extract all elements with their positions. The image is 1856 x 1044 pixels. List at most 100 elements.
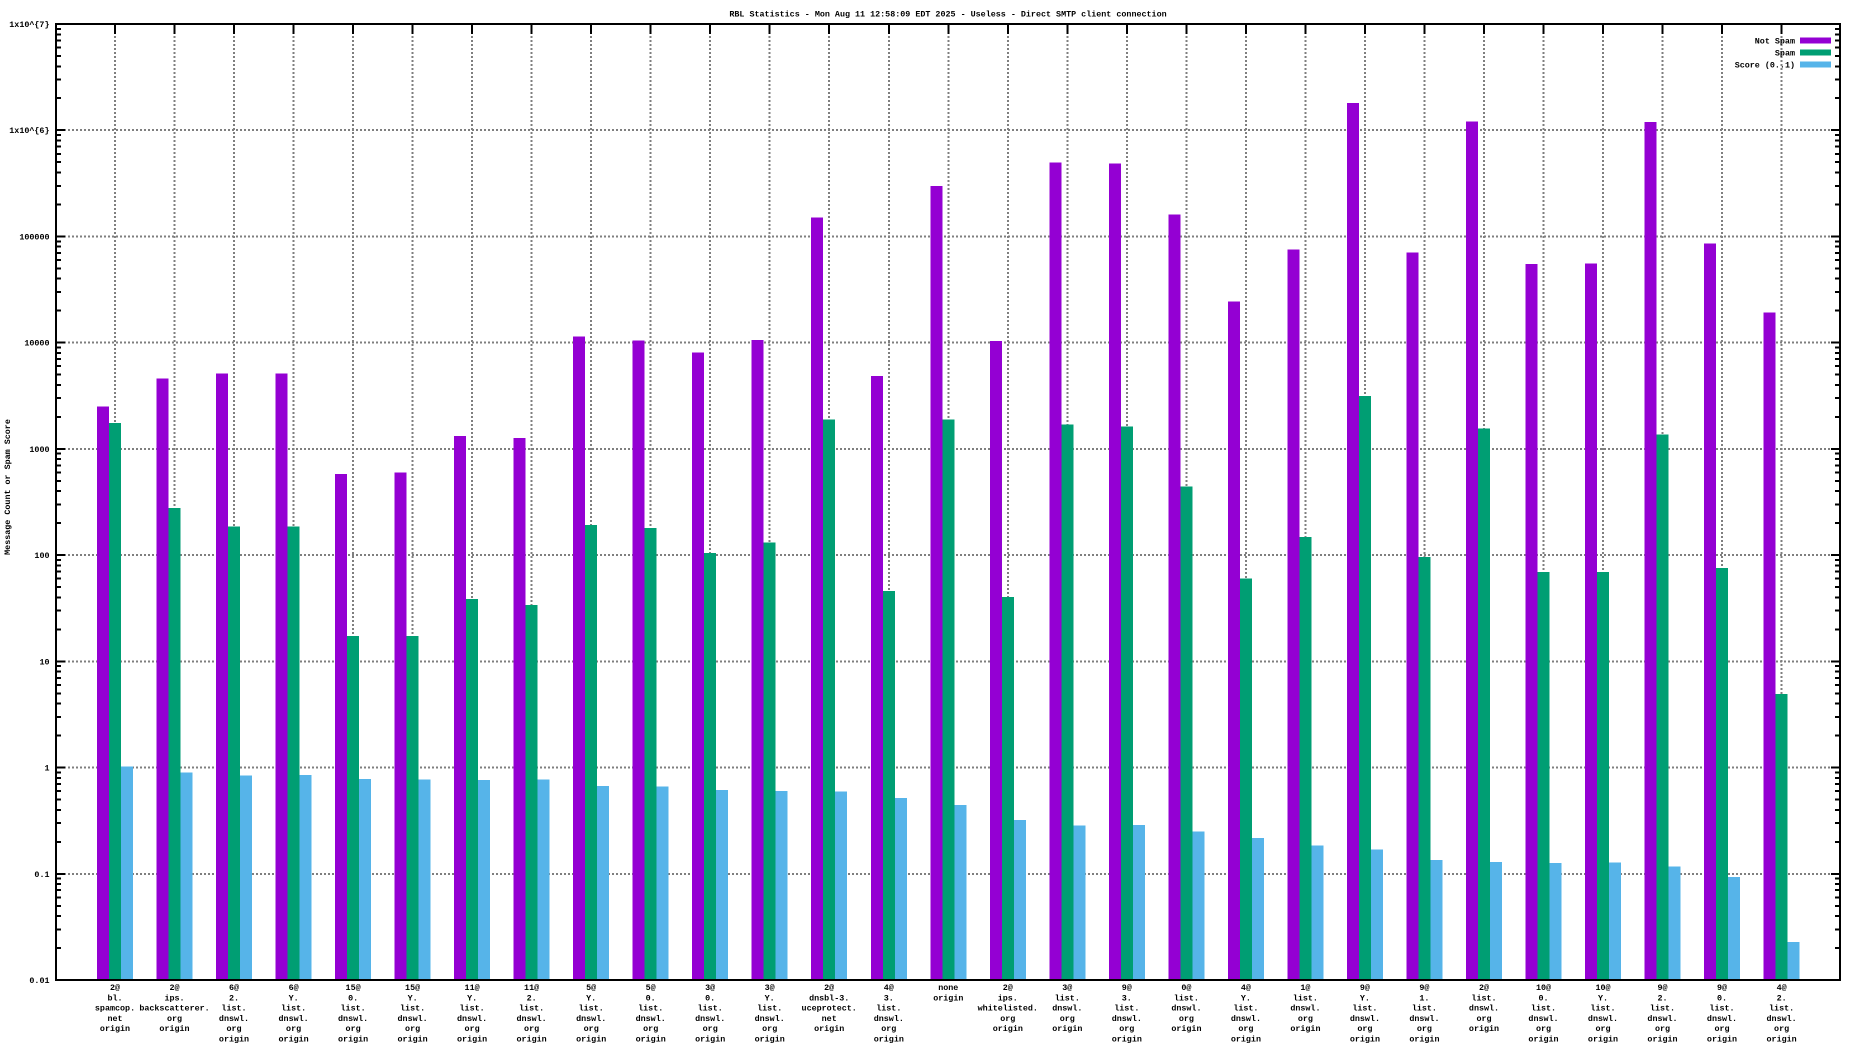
svg-text:dnswl.: dnswl. xyxy=(1528,1014,1558,1024)
svg-text:origin: origin xyxy=(755,1035,785,1044)
svg-text:list.: list. xyxy=(519,1004,544,1014)
svg-text:list.: list. xyxy=(1471,994,1496,1004)
svg-text:origin: origin xyxy=(1588,1035,1618,1044)
svg-text:Message Count or Spam Score: Message Count or Spam Score xyxy=(3,419,13,555)
svg-text:dnswl.: dnswl. xyxy=(874,1014,904,1024)
svg-text:2@: 2@ xyxy=(824,983,834,993)
svg-text:org: org xyxy=(1774,1024,1789,1034)
svg-text:origin: origin xyxy=(1171,1024,1201,1034)
svg-text:Y.: Y. xyxy=(765,994,775,1004)
svg-text:org: org xyxy=(1060,1014,1075,1024)
svg-text:origin: origin xyxy=(100,1024,130,1034)
svg-text:org: org xyxy=(1536,1024,1551,1034)
svg-text:Y.: Y. xyxy=(1598,994,1608,1004)
svg-text:origin: origin xyxy=(576,1035,606,1044)
svg-text:list.: list. xyxy=(579,1004,604,1014)
svg-text:org: org xyxy=(405,1024,420,1034)
svg-text:dnswl.: dnswl. xyxy=(695,1014,725,1024)
svg-text:dnswl.: dnswl. xyxy=(1112,1014,1142,1024)
svg-text:0.1: 0.1 xyxy=(34,870,49,880)
svg-text:org: org xyxy=(1000,1014,1015,1024)
svg-text:15@: 15@ xyxy=(346,983,361,993)
svg-text:list.: list. xyxy=(1055,994,1080,1004)
svg-text:list.: list. xyxy=(1293,994,1318,1004)
svg-text:origin: origin xyxy=(398,1035,428,1044)
svg-text:org: org xyxy=(881,1024,896,1034)
svg-text:Y.: Y. xyxy=(586,994,596,1004)
svg-text:2@: 2@ xyxy=(1003,983,1013,993)
svg-text:org: org xyxy=(1595,1024,1610,1034)
svg-text:org: org xyxy=(167,1014,182,1024)
svg-text:6@: 6@ xyxy=(289,983,299,993)
svg-text:origin: origin xyxy=(695,1035,725,1044)
svg-text:dnswl.: dnswl. xyxy=(279,1014,309,1024)
svg-text:3@: 3@ xyxy=(705,983,715,993)
svg-text:list.: list. xyxy=(1174,994,1199,1004)
svg-text:dnswl.: dnswl. xyxy=(1588,1014,1618,1024)
svg-text:Y.: Y. xyxy=(1360,994,1370,1004)
svg-text:1: 1 xyxy=(44,764,49,774)
svg-text:org: org xyxy=(286,1024,301,1034)
svg-text:origin: origin xyxy=(1528,1035,1558,1044)
svg-text:dnswl.: dnswl. xyxy=(1767,1014,1797,1024)
svg-text:org: org xyxy=(1417,1024,1432,1034)
svg-text:origin: origin xyxy=(1350,1035,1380,1044)
svg-text:org: org xyxy=(762,1024,777,1034)
svg-text:origin: origin xyxy=(993,1024,1023,1034)
svg-text:uceprotect.: uceprotect. xyxy=(802,1004,857,1014)
svg-text:dnsbl-3.: dnsbl-3. xyxy=(809,994,849,1004)
svg-text:origin: origin xyxy=(1767,1035,1797,1044)
svg-text:origin: origin xyxy=(874,1035,904,1044)
svg-text:dnswl.: dnswl. xyxy=(1290,1004,1320,1014)
svg-text:list.: list. xyxy=(460,1004,485,1014)
svg-text:org: org xyxy=(1238,1024,1253,1034)
svg-text:9@: 9@ xyxy=(1657,983,1667,993)
svg-text:Score (0..1): Score (0..1) xyxy=(1735,61,1795,71)
svg-text:list.: list. xyxy=(876,1004,901,1014)
svg-text:origin: origin xyxy=(933,994,963,1004)
svg-text:0.01: 0.01 xyxy=(29,976,49,986)
svg-text:org: org xyxy=(1179,1014,1194,1024)
svg-text:origin: origin xyxy=(1290,1024,1320,1034)
svg-text:list.: list. xyxy=(1650,1004,1675,1014)
svg-text:10@: 10@ xyxy=(1595,983,1610,993)
svg-text:1x10^{7}: 1x10^{7} xyxy=(9,20,49,30)
svg-text:dnswl.: dnswl. xyxy=(1171,1004,1201,1014)
svg-text:list.: list. xyxy=(757,1004,782,1014)
svg-text:spamcop.: spamcop. xyxy=(95,1004,135,1014)
svg-text:origin: origin xyxy=(1707,1035,1737,1044)
svg-text:origin: origin xyxy=(1231,1035,1261,1044)
svg-text:dnswl.: dnswl. xyxy=(636,1014,666,1024)
svg-text:15@: 15@ xyxy=(405,983,420,993)
svg-text:11@: 11@ xyxy=(465,983,480,993)
svg-text:origin: origin xyxy=(457,1035,487,1044)
svg-text:5@: 5@ xyxy=(586,983,596,993)
svg-text:4@: 4@ xyxy=(1777,983,1787,993)
svg-text:dnswl.: dnswl. xyxy=(517,1014,547,1024)
svg-text:0.: 0. xyxy=(348,994,358,1004)
svg-text:2.: 2. xyxy=(1777,994,1787,1004)
svg-text:org: org xyxy=(584,1024,599,1034)
svg-text:list.: list. xyxy=(341,1004,366,1014)
svg-text:list.: list. xyxy=(1531,1004,1556,1014)
svg-text:dnswl.: dnswl. xyxy=(755,1014,785,1024)
svg-text:dnswl.: dnswl. xyxy=(1052,1004,1082,1014)
svg-text:list.: list. xyxy=(1590,1004,1615,1014)
svg-text:1.: 1. xyxy=(1419,994,1429,1004)
svg-text:list.: list. xyxy=(638,1004,663,1014)
svg-text:100: 100 xyxy=(34,551,49,561)
svg-text:6@: 6@ xyxy=(229,983,239,993)
svg-text:Not Spam: Not Spam xyxy=(1755,37,1795,47)
svg-text:Y.: Y. xyxy=(467,994,477,1004)
svg-text:Spam: Spam xyxy=(1775,49,1795,59)
svg-text:org: org xyxy=(1298,1014,1313,1024)
svg-text:9@: 9@ xyxy=(1419,983,1429,993)
svg-text:org: org xyxy=(465,1024,480,1034)
svg-text:org: org xyxy=(1714,1024,1729,1034)
svg-text:net: net xyxy=(107,1014,122,1024)
svg-text:dnswl.: dnswl. xyxy=(338,1014,368,1024)
svg-text:net: net xyxy=(822,1014,837,1024)
svg-text:bl.: bl. xyxy=(107,994,122,1004)
svg-text:origin: origin xyxy=(517,1035,547,1044)
svg-text:9@: 9@ xyxy=(1717,983,1727,993)
